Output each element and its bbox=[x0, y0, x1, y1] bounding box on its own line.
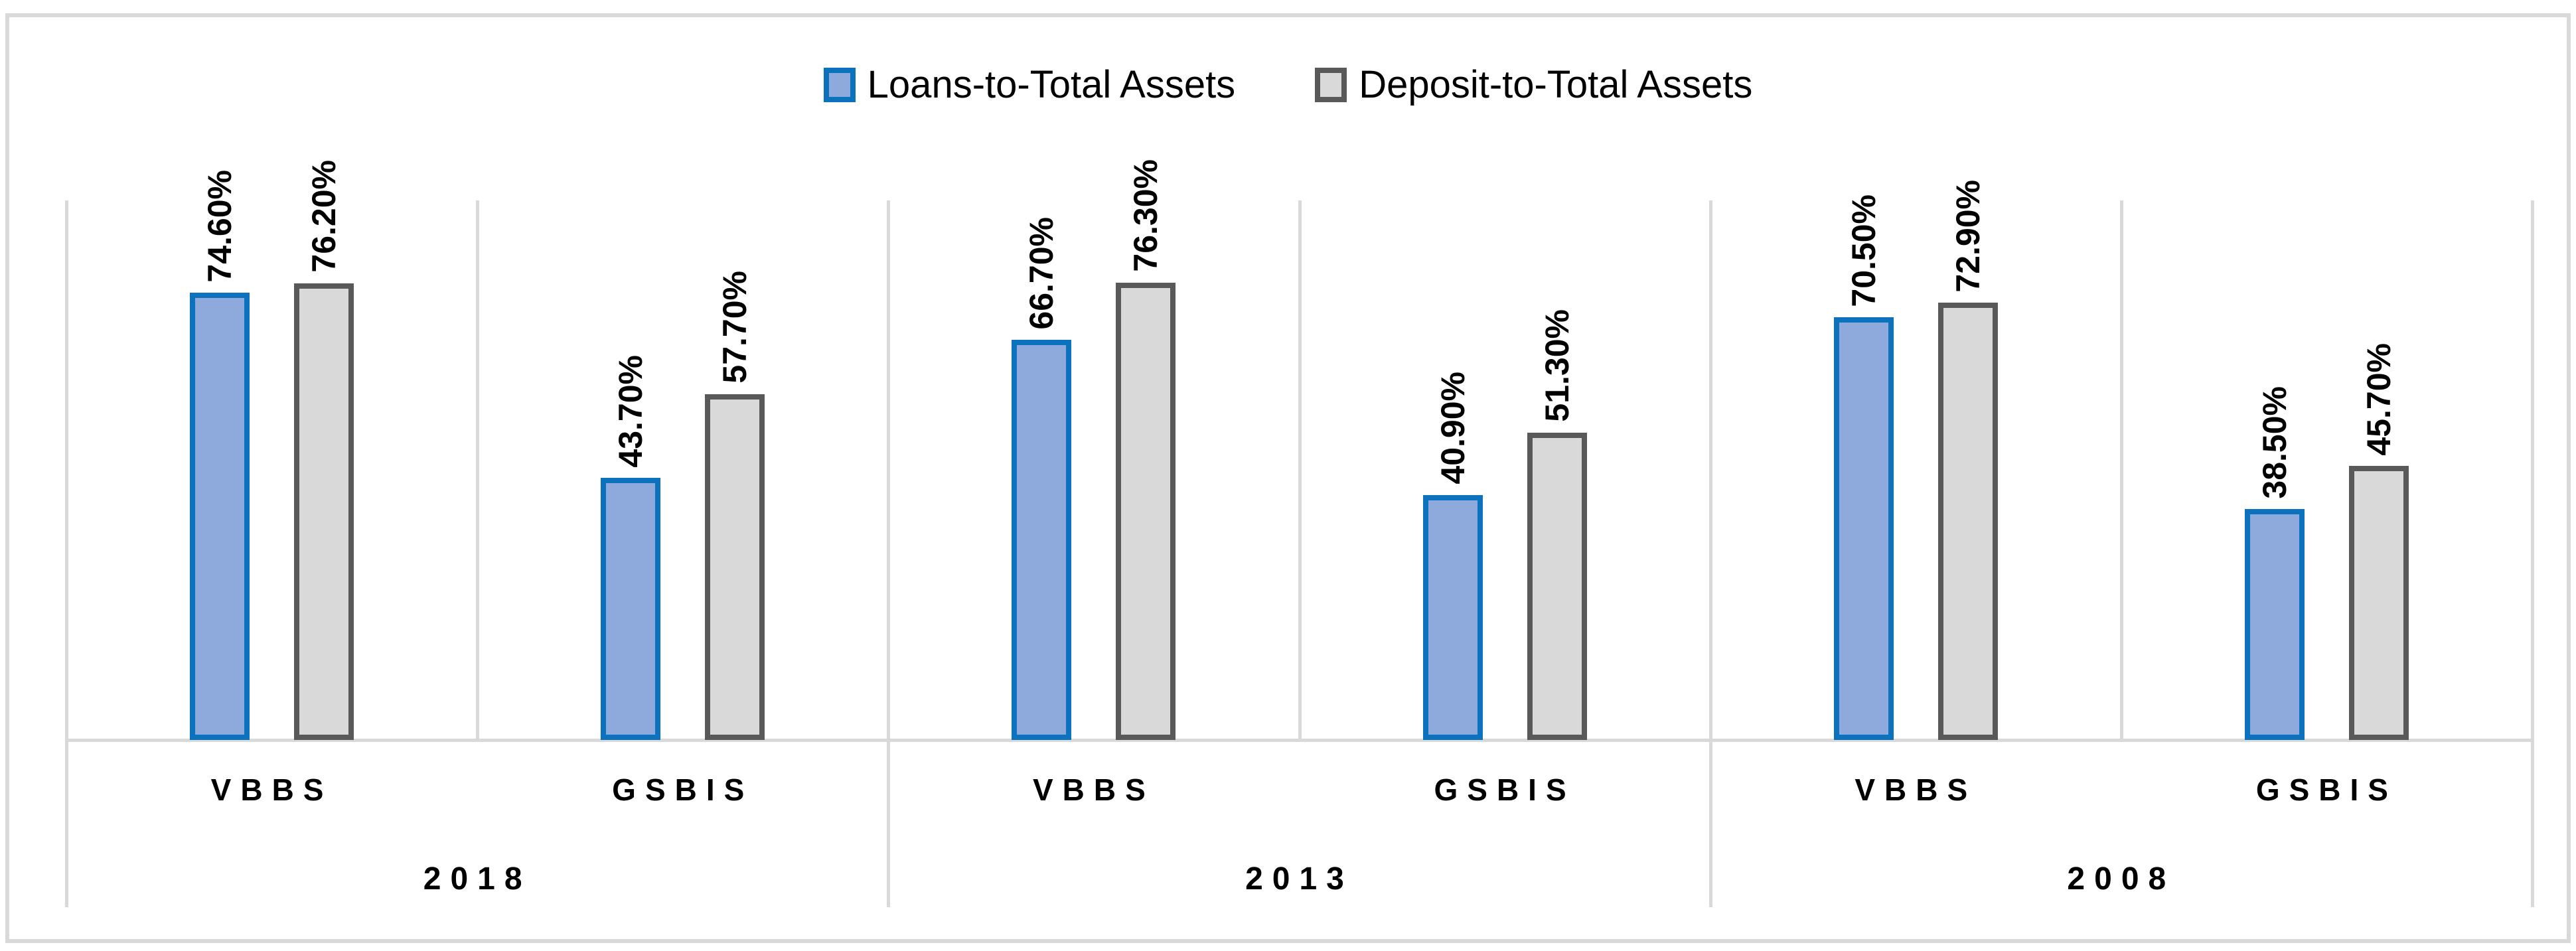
category-cell-gsbis-2008: 38.50% 45.70% GSBIS bbox=[2121, 200, 2532, 807]
bar-loans-vbbs-2018: 74.60% bbox=[190, 170, 250, 740]
bar-deposit-gsbis-2008: 45.70% bbox=[2348, 343, 2409, 740]
bar-loans-gsbis-2008: 38.50% bbox=[2244, 386, 2305, 740]
year-group-2008: 70.50% 72.90% VBBS 38.50% 45.70% GSBIS 2… bbox=[1710, 180, 2532, 897]
bar-deposit-vbbs-2013: 76.30% bbox=[1116, 159, 1176, 740]
bar-deposit-gsbis-2013: 51.30% bbox=[1527, 309, 1587, 740]
bar-deposit-vbbs-2018: 76.20% bbox=[294, 160, 354, 740]
bar-loans-vbbs-2013: 66.70% bbox=[1012, 217, 1072, 740]
year-label-2018: 2018 bbox=[423, 861, 532, 897]
data-label-loans-gsbis-2013: 40.90% bbox=[1434, 371, 1472, 484]
separator-line bbox=[2119, 200, 2123, 740]
bank-label-vbbs-2008: VBBS bbox=[1855, 772, 1977, 807]
bar-loans-gsbis-2013: 40.90% bbox=[1422, 372, 1483, 740]
separator-line bbox=[1298, 200, 1302, 740]
legend-label-loans: Loans-to-Total Assets bbox=[867, 63, 1236, 106]
legend-item-loans: Loans-to-Total Assets bbox=[823, 63, 1236, 106]
data-label-loans-vbbs-2018: 74.60% bbox=[201, 169, 239, 283]
data-label-loans-gsbis-2008: 38.50% bbox=[2255, 386, 2293, 499]
year-label-2008: 2008 bbox=[2067, 861, 2176, 897]
bar-deposit-vbbs-2008: 72.90% bbox=[1937, 180, 1998, 740]
legend: Loans-to-Total Assets Deposit-to-Total A… bbox=[0, 64, 2576, 106]
separator-line bbox=[1708, 200, 1712, 907]
year-group-2018: 74.60% 76.20% VBBS 43.70% 57.70% GSBIS 2… bbox=[66, 160, 888, 897]
bank-label-gsbis-2013: GSBIS bbox=[1434, 772, 1576, 807]
data-label-deposit-vbbs-2018: 76.20% bbox=[305, 160, 343, 273]
legend-swatch-deposit-icon bbox=[1315, 67, 1347, 102]
category-cell-vbbs-2008: 70.50% 72.90% VBBS bbox=[1710, 180, 2121, 807]
category-cell-vbbs-2013: 66.70% 76.30% VBBS bbox=[888, 159, 1299, 807]
category-cell-gsbis-2013: 40.90% 51.30% GSBIS bbox=[1300, 200, 1710, 807]
data-label-deposit-gsbis-2013: 51.30% bbox=[1538, 309, 1576, 422]
data-label-deposit-vbbs-2008: 72.90% bbox=[1949, 179, 1987, 293]
data-label-deposit-gsbis-2008: 45.70% bbox=[2360, 342, 2397, 456]
data-label-loans-vbbs-2008: 70.50% bbox=[1845, 194, 1882, 307]
separator-line bbox=[887, 200, 891, 907]
year-label-2013: 2013 bbox=[1245, 861, 1353, 897]
bar-loans-gsbis-2018: 43.70% bbox=[601, 355, 661, 740]
category-cell-vbbs-2018: 74.60% 76.20% VBBS bbox=[66, 160, 477, 807]
data-label-deposit-gsbis-2018: 57.70% bbox=[716, 271, 754, 384]
data-label-loans-vbbs-2013: 66.70% bbox=[1023, 216, 1061, 330]
category-cell-gsbis-2018: 43.70% 57.70% GSBIS bbox=[477, 200, 888, 807]
separator-line bbox=[476, 200, 480, 740]
legend-swatch-loans-icon bbox=[823, 67, 856, 102]
data-label-deposit-vbbs-2013: 76.30% bbox=[1127, 159, 1165, 272]
legend-item-deposit: Deposit-to-Total Assets bbox=[1315, 64, 1752, 106]
year-group-2013: 66.70% 76.30% VBBS 40.90% 51.30% GSBIS 2… bbox=[888, 159, 1710, 897]
separator-line bbox=[2531, 200, 2534, 907]
bank-label-vbbs-2018: VBBS bbox=[210, 772, 333, 807]
separator-line bbox=[65, 200, 68, 907]
legend-label-deposit: Deposit-to-Total Assets bbox=[1359, 63, 1753, 106]
x-axis-line bbox=[66, 739, 2532, 742]
plot-area: 74.60% 76.20% VBBS 43.70% 57.70% GSBIS 2… bbox=[65, 159, 2534, 907]
bar-deposit-gsbis-2018: 57.70% bbox=[705, 271, 765, 740]
data-label-loans-gsbis-2018: 43.70% bbox=[612, 354, 650, 468]
bank-label-vbbs-2013: VBBS bbox=[1033, 772, 1155, 807]
bank-label-gsbis-2008: GSBIS bbox=[2255, 772, 2397, 807]
bank-label-gsbis-2018: GSBIS bbox=[612, 772, 754, 807]
bar-loans-vbbs-2008: 70.50% bbox=[1833, 194, 1894, 740]
